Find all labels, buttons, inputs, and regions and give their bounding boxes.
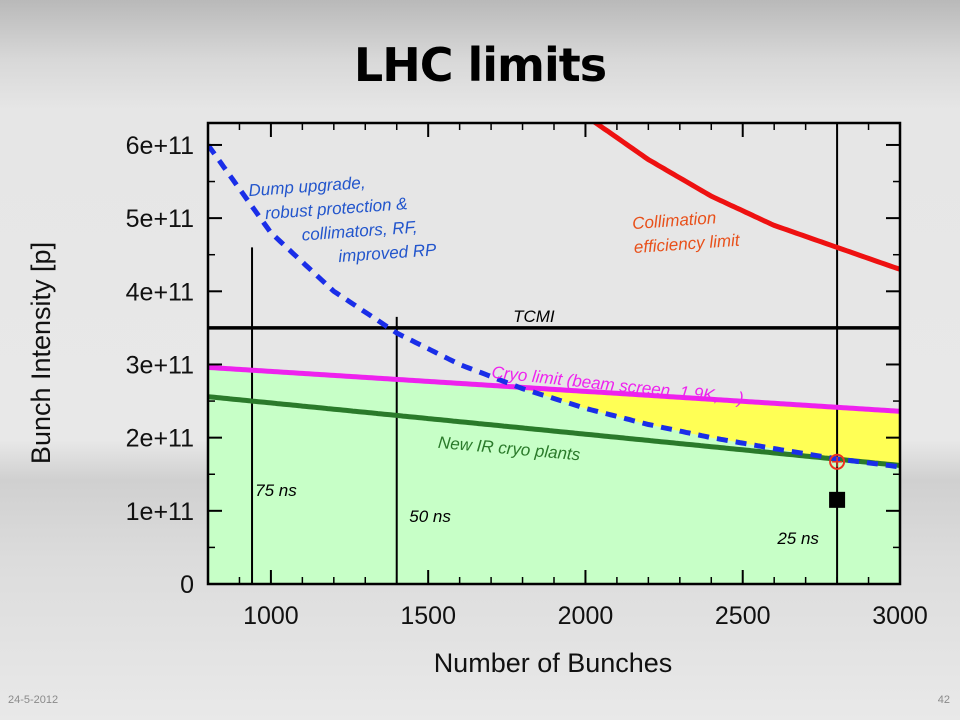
- safe-region-fill: [208, 367, 900, 584]
- series-line-dump: [208, 143, 900, 470]
- series-line-collimation: [591, 123, 900, 272]
- x-tick-label: 2500: [715, 602, 771, 630]
- y-tick-label: 6e+11: [126, 132, 194, 160]
- annotation-2: TCMI: [513, 307, 555, 326]
- annotation-line: TCMI: [513, 307, 555, 326]
- y-tick-label: 3e+11: [126, 351, 194, 379]
- spacing-label: 25 ns: [776, 529, 819, 548]
- y-tick-label: 4e+11: [126, 278, 194, 306]
- y-tick-label: 1e+11: [126, 498, 194, 526]
- y-axis-title: Bunch Intensity [p]: [26, 242, 56, 464]
- footer-page-number: 42: [937, 694, 950, 706]
- x-tick-label: 1000: [243, 602, 299, 630]
- x-tick-label: 1500: [400, 602, 456, 630]
- series-line-cryo: [208, 364, 900, 414]
- spacing-label: 50 ns: [409, 507, 451, 526]
- slide-title: LHC limits: [353, 38, 607, 92]
- marker-circle: [829, 453, 846, 470]
- spacing-label: 75 ns: [255, 481, 297, 500]
- footer-date: 24-5-2012: [8, 694, 59, 706]
- x-tick-label: 2000: [558, 602, 614, 630]
- y-tick-label: 2e+11: [126, 425, 194, 453]
- x-tick-label: 3000: [872, 602, 928, 630]
- y-tick-label: 0: [180, 571, 194, 599]
- x-axis-title: Number of Bunches: [434, 648, 673, 678]
- y-tick-label: 5e+11: [126, 205, 194, 233]
- series-line-new_ir: [208, 394, 900, 468]
- marker-square: [829, 491, 846, 508]
